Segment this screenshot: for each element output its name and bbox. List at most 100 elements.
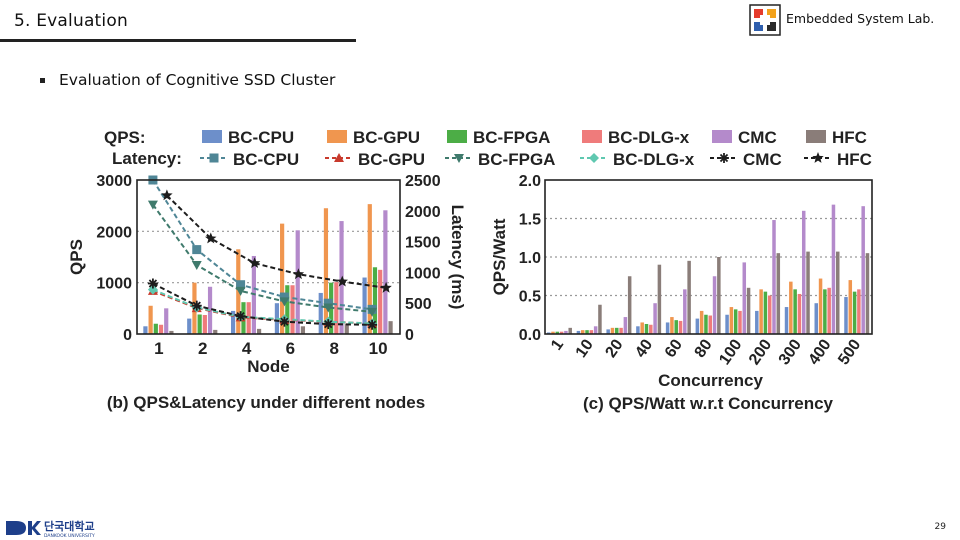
university-logo: 단국대학교 DANKOOK UNIVERSITY: [6, 519, 95, 539]
bar-bc-gpu: [367, 204, 372, 334]
x-tick-label: 20: [602, 336, 626, 360]
legend-qps-bc-gpu: BC-GPU: [353, 128, 420, 147]
bar-cmc: [772, 220, 776, 334]
legend-qps-hfc: HFC: [832, 128, 867, 147]
bar-bc-gpu: [640, 322, 644, 334]
bar-bc-cpu: [230, 310, 236, 334]
y-tick-label: 2.0: [519, 173, 541, 190]
latency-point-bc-cpu: [323, 298, 333, 308]
y-tick-label: 0.0: [519, 327, 541, 344]
bar-bc-dlg-x: [334, 282, 339, 334]
latency-point-cmc: [323, 319, 334, 330]
x-axis-label: Node: [247, 357, 290, 376]
slide-title: 5. Evaluation: [14, 11, 128, 31]
bar-cmc: [164, 308, 169, 334]
latency-point-cmc: [191, 300, 202, 311]
y-tick-label: 0: [123, 327, 132, 344]
latency-point-hfc: [380, 281, 392, 293]
bar-bc-gpu: [818, 278, 823, 334]
bar-bc-gpu: [670, 317, 674, 334]
title-underline: [0, 39, 356, 42]
bar-hfc: [256, 328, 262, 334]
bar-bc-fpga: [823, 289, 827, 334]
legend-latency-bc-cpu: BC-CPU: [233, 150, 299, 169]
bar-bc-dlg-x: [827, 287, 831, 334]
bar-bc-gpu: [580, 330, 585, 334]
x-tick-label: 200: [746, 336, 775, 368]
bar-cmc: [653, 303, 657, 334]
legend-latency-bc-dlg-x: BC-DLG-x: [613, 150, 695, 169]
bar-bc-dlg-x: [767, 295, 772, 334]
bar-bc-cpu: [606, 329, 610, 334]
bar-bc-cpu: [576, 330, 581, 334]
bar-bc-cpu: [725, 314, 729, 334]
bar-bc-cpu: [318, 292, 323, 334]
bar-bc-fpga: [197, 314, 202, 334]
bar-bc-dlg-x: [649, 324, 653, 334]
y2-tick-label: 2500: [405, 173, 441, 190]
x-tick-label: 1: [154, 339, 163, 358]
latency-line-bc-cpu: [152, 179, 373, 311]
y-tick-label: 0.5: [519, 289, 541, 306]
legend-qps-bc-fpga: BC-FPGA: [473, 128, 550, 147]
latency-point-bc-fpga: [235, 286, 246, 296]
legend-latency-bc-gpu: BC-GPU: [358, 150, 425, 169]
bar-bc-cpu: [636, 326, 640, 334]
bar-hfc: [213, 329, 218, 334]
y2-axis-label: Latency (ms): [448, 205, 467, 310]
lab-name: Embedded System Lab.: [786, 11, 935, 26]
bar-cmc: [383, 210, 388, 334]
latency-point-bc-cpu: [192, 245, 202, 255]
latency-line-hfc: [166, 194, 387, 289]
bar-hfc: [836, 251, 840, 334]
bar-bc-dlg-x: [290, 285, 295, 334]
bar-bc-fpga: [585, 330, 589, 334]
bar-bc-gpu: [848, 280, 853, 334]
university-name: 단국대학교: [44, 519, 95, 533]
bar-cmc: [564, 330, 568, 334]
legend-marker-bc-dlg-x: [589, 153, 599, 163]
latency-point-hfc: [161, 189, 173, 201]
bar-bc-cpu: [665, 322, 670, 334]
bar-bc-dlg-x: [678, 320, 683, 334]
bar-bc-gpu: [610, 327, 615, 334]
bar-bc-fpga: [644, 323, 649, 334]
y2-tick-label: 1500: [405, 235, 441, 252]
x-tick-label: 40: [632, 336, 656, 360]
bullet-item: Evaluation of Cognitive SSD Cluster: [40, 71, 335, 89]
legend-qps-bc-cpu: BC-CPU: [228, 128, 294, 147]
bar-cmc: [712, 276, 717, 334]
legend-marker-bc-gpu: [334, 153, 344, 162]
x-tick-label: 100: [716, 336, 745, 368]
bar-bc-fpga: [793, 289, 797, 334]
bar-bc-fpga: [285, 285, 290, 334]
x-tick-label: 4: [242, 339, 252, 358]
bar-bc-fpga: [555, 331, 560, 334]
legend-latency-label: Latency:: [112, 149, 182, 168]
legend-marker-bc-fpga: [454, 154, 464, 163]
bar-bc-dlg-x: [857, 289, 861, 334]
legend-qps-label: QPS:: [104, 128, 146, 147]
bar-cmc: [295, 230, 300, 334]
latency-point-bc-fpga: [367, 307, 378, 317]
bullet-text: Evaluation of Cognitive SSD Cluster: [59, 71, 336, 89]
bar-bc-dlg-x: [202, 315, 207, 334]
chart-legend: QPS: Latency: BC-CPU BC-CPU BC-GPU BC-GPU BC-F…: [104, 128, 872, 169]
x-tick-label: 500: [835, 336, 864, 368]
y2-tick-label: 0: [405, 327, 414, 344]
bar-bc-fpga: [615, 327, 619, 334]
legend-qps-bc-dlg-x: BC-DLG-x: [608, 128, 690, 147]
bar-bc-cpu: [784, 307, 789, 334]
y-axis-label: QPS/Watt: [490, 218, 509, 295]
bar-bc-fpga: [674, 320, 678, 334]
bar-cmc: [742, 262, 747, 334]
bar-bc-cpu: [187, 318, 192, 334]
legend-swatch-bc-cpu: [202, 130, 222, 143]
bar-hfc: [687, 260, 691, 334]
bar-bc-cpu: [695, 318, 700, 334]
bar-hfc: [746, 287, 751, 334]
legend-latency-cmc: CMC: [743, 150, 782, 169]
bar-bc-cpu: [362, 277, 367, 334]
